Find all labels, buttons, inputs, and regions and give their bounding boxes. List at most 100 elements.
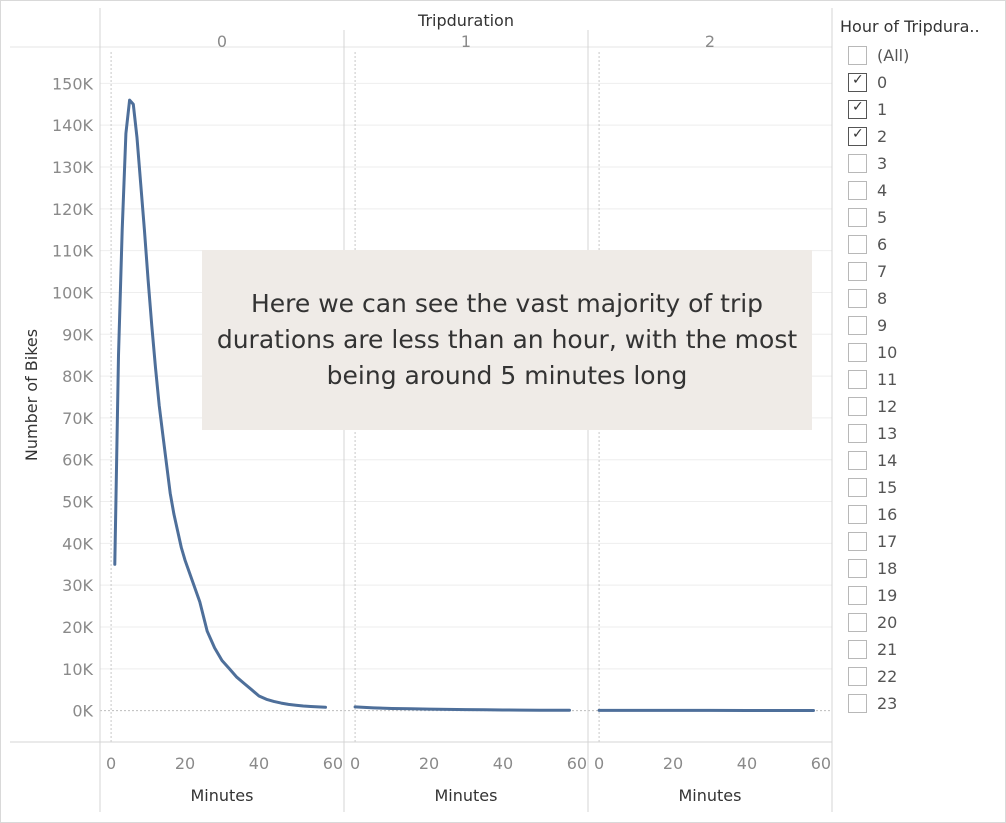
x-tick-label: 0	[594, 754, 604, 773]
filter-item-label: 23	[877, 694, 898, 713]
series-line-hour-0	[113, 98, 327, 709]
y-tick-label: 140K	[52, 116, 94, 135]
column-header-title: Tripduration	[417, 11, 514, 30]
checkbox-unchecked[interactable]	[848, 235, 867, 254]
checkbox-checked[interactable]	[848, 99, 867, 119]
annotation-box: Here we can see the vast majority of tri…	[202, 250, 812, 430]
filter-item[interactable]: 1	[840, 96, 1000, 123]
filter-item[interactable]: 13	[840, 420, 1000, 447]
filter-title: Hour of Tripdura..	[840, 17, 980, 36]
filter-item[interactable]: 19	[840, 582, 1000, 609]
filter-item[interactable]: 3	[840, 150, 1000, 177]
x-axis-title: Minutes	[191, 786, 254, 805]
filter-item[interactable]: 20	[840, 609, 1000, 636]
filter-item-label: 11	[877, 370, 898, 389]
y-tick-label: 40K	[62, 534, 93, 553]
y-tick-label: 90K	[62, 325, 93, 344]
filter-item[interactable]: 23	[840, 690, 1000, 717]
filter-item-label: 18	[877, 559, 898, 578]
checkbox-unchecked[interactable]	[848, 316, 867, 335]
checkbox-unchecked[interactable]	[848, 343, 867, 362]
filter-item[interactable]: 21	[840, 636, 1000, 663]
checkbox-unchecked[interactable]	[848, 181, 867, 200]
checkbox-unchecked[interactable]	[848, 478, 867, 497]
filter-item-label: 2	[877, 127, 888, 146]
y-axis-title: Number of Bikes	[22, 329, 41, 461]
checkbox-unchecked[interactable]	[848, 586, 867, 605]
filter-item[interactable]: 18	[840, 555, 1000, 582]
filter-item[interactable]: 0	[840, 69, 1000, 96]
filter-item[interactable]: 17	[840, 528, 1000, 555]
x-tick-label: 0	[106, 754, 116, 773]
filter-item[interactable]: 22	[840, 663, 1000, 690]
filter-item-label: 10	[877, 343, 898, 362]
filter-item-label: 20	[877, 613, 898, 632]
filter-item[interactable]: 10	[840, 339, 1000, 366]
filter-item[interactable]: 6	[840, 231, 1000, 258]
checkbox-unchecked[interactable]	[848, 451, 867, 470]
filter-item[interactable]: 15	[840, 474, 1000, 501]
x-axis-title: Minutes	[679, 786, 742, 805]
checkbox-unchecked[interactable]	[848, 667, 867, 686]
checkbox-unchecked[interactable]	[848, 694, 867, 713]
checkbox-unchecked[interactable]	[848, 46, 867, 65]
checkbox-unchecked[interactable]	[848, 640, 867, 659]
y-tick-label: 10K	[62, 660, 93, 679]
checkbox-unchecked[interactable]	[848, 424, 867, 443]
x-tick-label: 60	[567, 754, 587, 773]
filter-item[interactable]: 4	[840, 177, 1000, 204]
panel-header-label: 2	[705, 32, 715, 51]
checkbox-unchecked[interactable]	[848, 559, 867, 578]
filter-item-label: 4	[877, 181, 888, 200]
filter-item[interactable]: 9	[840, 312, 1000, 339]
filter-item-label: 7	[877, 262, 888, 281]
y-tick-label: 130K	[52, 158, 94, 177]
filter-item-label: 0	[877, 73, 888, 92]
filter-item-label: 13	[877, 424, 898, 443]
checkbox-unchecked[interactable]	[848, 532, 867, 551]
y-tick-label: 150K	[52, 74, 94, 93]
filter-item[interactable]: 5	[840, 204, 1000, 231]
filter-item[interactable]: (All)	[840, 42, 1000, 69]
filter-item-label: 15	[877, 478, 898, 497]
checkbox-unchecked[interactable]	[848, 154, 867, 173]
y-tick-label: 70K	[62, 409, 93, 428]
checkbox-unchecked[interactable]	[848, 208, 867, 227]
filter-item[interactable]: 11	[840, 366, 1000, 393]
filter-item[interactable]: 2	[840, 123, 1000, 150]
filter-item[interactable]: 8	[840, 285, 1000, 312]
series-layer	[113, 98, 815, 712]
x-tick-label: 0	[350, 754, 360, 773]
filter-item-label: 12	[877, 397, 898, 416]
y-tick-label: 60K	[62, 451, 93, 470]
y-tick-label: 50K	[62, 493, 93, 512]
filter-item-label: (All)	[877, 46, 910, 65]
checkbox-unchecked[interactable]	[848, 262, 867, 281]
filter-item[interactable]: 12	[840, 393, 1000, 420]
checkbox-unchecked[interactable]	[848, 289, 867, 308]
checkbox-unchecked[interactable]	[848, 613, 867, 632]
filter-item-label: 1	[877, 100, 888, 119]
filter-item[interactable]: 14	[840, 447, 1000, 474]
filter-item-label: 16	[877, 505, 898, 524]
checkbox-unchecked[interactable]	[848, 370, 867, 389]
series-line-hour-1	[353, 705, 571, 712]
x-tick-label: 20	[663, 754, 683, 773]
filter-item-label: 14	[877, 451, 898, 470]
label-layer: 0K10K20K30K40K50K60K70K80K90K100K110K120…	[22, 11, 831, 805]
checkbox-checked[interactable]	[848, 126, 867, 146]
checkbox-unchecked[interactable]	[848, 505, 867, 524]
filter-item[interactable]: 16	[840, 501, 1000, 528]
x-axis-title: Minutes	[435, 786, 498, 805]
y-tick-label: 20K	[62, 618, 93, 637]
x-tick-label: 60	[323, 754, 343, 773]
annotation-text: Here we can see the vast majority of tri…	[216, 289, 798, 390]
filter-item-label: 9	[877, 316, 888, 335]
filter-item-label: 3	[877, 154, 888, 173]
filter-item-label: 6	[877, 235, 888, 254]
filter-item[interactable]: 7	[840, 258, 1000, 285]
checkbox-unchecked[interactable]	[848, 397, 867, 416]
y-tick-label: 100K	[52, 283, 94, 302]
x-tick-label: 40	[737, 754, 757, 773]
checkbox-checked[interactable]	[848, 72, 867, 92]
